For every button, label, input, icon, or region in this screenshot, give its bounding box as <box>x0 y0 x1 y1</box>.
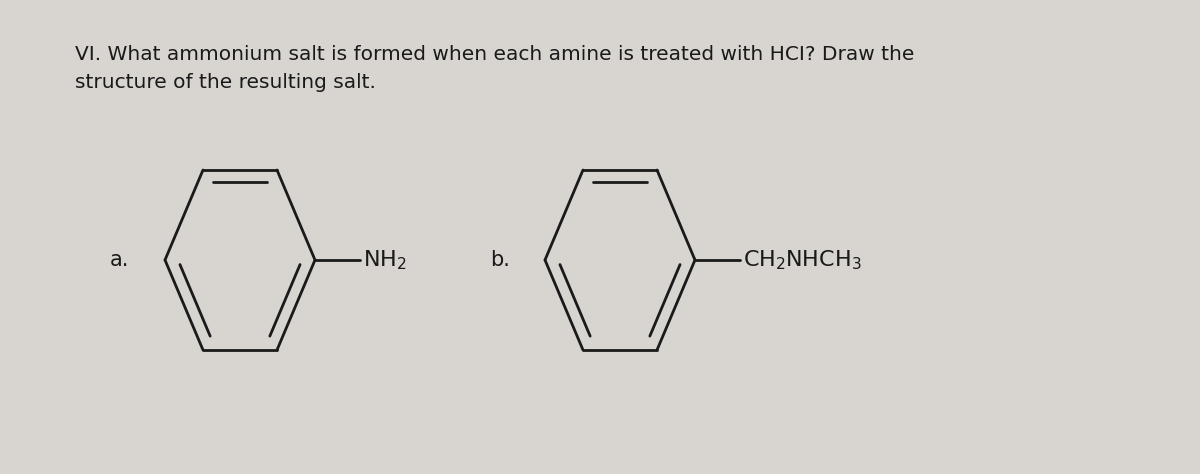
Text: $\mathregular{NH_2}$: $\mathregular{NH_2}$ <box>364 248 407 272</box>
Text: b.: b. <box>490 250 510 270</box>
Text: a.: a. <box>110 250 130 270</box>
Text: $\mathregular{CH_2NHCH_3}$: $\mathregular{CH_2NHCH_3}$ <box>743 248 862 272</box>
Text: VI. What ammonium salt is formed when each amine is treated with HCI? Draw the
s: VI. What ammonium salt is formed when ea… <box>74 45 914 92</box>
